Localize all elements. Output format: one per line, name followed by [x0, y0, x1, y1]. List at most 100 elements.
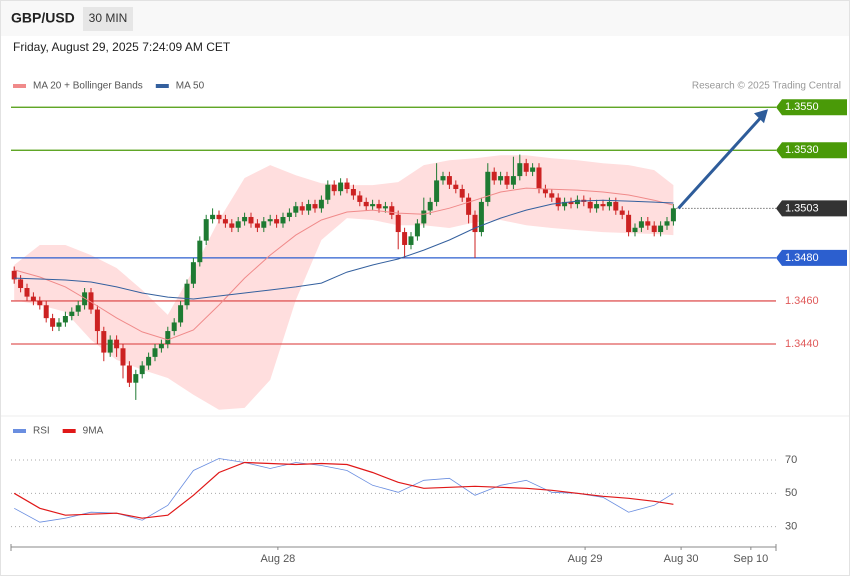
candle-body	[318, 199, 324, 209]
candle-body	[120, 348, 126, 366]
legend-label: 9MA	[83, 426, 104, 437]
x-tick-label: Aug 28	[260, 553, 295, 565]
timeframe-box[interactable]	[83, 7, 133, 31]
level-label: 1.3460	[785, 295, 819, 307]
candle-body	[485, 171, 491, 202]
candle-body	[152, 348, 158, 357]
candle-body	[613, 201, 619, 211]
legend-swatch	[62, 429, 76, 433]
candle-body	[408, 236, 414, 245]
datetime: Friday, August 29, 2025 7:24:09 AM CET	[13, 40, 231, 54]
level-tag	[776, 99, 847, 116]
candle-body	[62, 315, 68, 323]
timeframe[interactable]: 30 MIN	[89, 11, 128, 25]
level-label: 1.3440	[785, 338, 819, 350]
symbol: GBP/USD	[11, 10, 75, 26]
candle-body	[261, 221, 267, 228]
candle-body	[549, 193, 555, 198]
candle-body	[178, 305, 184, 323]
legend-swatch	[155, 84, 169, 88]
candle-body	[498, 176, 504, 181]
level-tag	[776, 200, 847, 217]
level-label: 1.3503	[785, 202, 819, 214]
candle-body	[203, 219, 209, 241]
legend-label: RSI	[33, 426, 50, 437]
candle-body	[139, 365, 145, 375]
candle-body	[171, 322, 177, 332]
candle-body	[453, 184, 459, 190]
candle-body	[600, 204, 606, 207]
candle-body	[606, 201, 612, 207]
candle-body	[325, 184, 331, 200]
candle-body	[402, 232, 408, 245]
candle-body	[395, 214, 401, 233]
candle-body	[114, 339, 120, 349]
level-label: 1.3550	[785, 101, 819, 113]
candle-body	[638, 221, 644, 228]
credit: Research © 2025 Trading Central	[692, 81, 841, 92]
line-series	[13, 461, 674, 519]
candle-body	[651, 225, 657, 233]
candle-body	[555, 197, 561, 207]
candle-body	[357, 195, 363, 202]
candle-body	[229, 223, 235, 228]
candle-body	[344, 182, 350, 190]
candle-body	[331, 184, 337, 192]
bollinger-band	[14, 155, 674, 410]
candle-body	[37, 300, 43, 306]
y-tick-label: 30	[785, 521, 797, 533]
candle-body	[594, 204, 600, 209]
level-label: 1.3530	[785, 144, 819, 156]
candle-body	[274, 219, 280, 224]
candle-body	[11, 270, 17, 280]
candle-body	[645, 221, 651, 226]
candle-body	[619, 210, 625, 215]
candle-body	[101, 331, 107, 353]
candle-body	[664, 221, 670, 226]
candle-body	[30, 296, 36, 301]
x-tick-label: Sep 10	[733, 553, 768, 565]
x-tick-label: Aug 29	[568, 553, 603, 565]
candle-body	[158, 343, 164, 349]
candle-body	[24, 288, 30, 297]
candle-body	[254, 223, 260, 228]
target-arrow-head	[754, 109, 768, 124]
indicator-line	[14, 187, 674, 341]
y-tick-label: 70	[785, 454, 797, 466]
candle-body	[472, 214, 478, 233]
candle-body	[370, 204, 376, 207]
candle-body	[56, 322, 62, 327]
legend-label: MA 50	[176, 81, 205, 92]
legend-swatch	[13, 429, 26, 433]
candle-body	[107, 339, 113, 353]
candle-body	[338, 182, 344, 192]
candle-body	[280, 216, 286, 224]
candle-body	[510, 176, 516, 185]
candle-body	[18, 279, 24, 289]
candle-body	[632, 227, 638, 233]
candle-body	[165, 331, 171, 344]
candle-body	[210, 214, 216, 220]
candle-body	[146, 356, 152, 366]
candle-body	[427, 201, 433, 211]
candle-body	[133, 374, 139, 383]
candle-body	[235, 221, 241, 228]
candle-body	[670, 208, 676, 222]
candle-body	[363, 201, 369, 207]
level-label: 1.3480	[785, 252, 819, 264]
candle-body	[69, 311, 75, 316]
candle-body	[504, 176, 510, 185]
candle-body	[43, 305, 49, 319]
candle-body	[242, 216, 248, 222]
candle-body	[184, 283, 190, 306]
candle-body	[312, 204, 318, 209]
candle-body	[440, 176, 446, 181]
candle-body	[414, 223, 420, 237]
candle-body	[446, 176, 452, 185]
candle-body	[382, 206, 388, 209]
candle-body	[376, 204, 382, 209]
candle-body	[658, 225, 664, 233]
candle-body	[466, 197, 472, 215]
candle-body	[491, 171, 497, 181]
